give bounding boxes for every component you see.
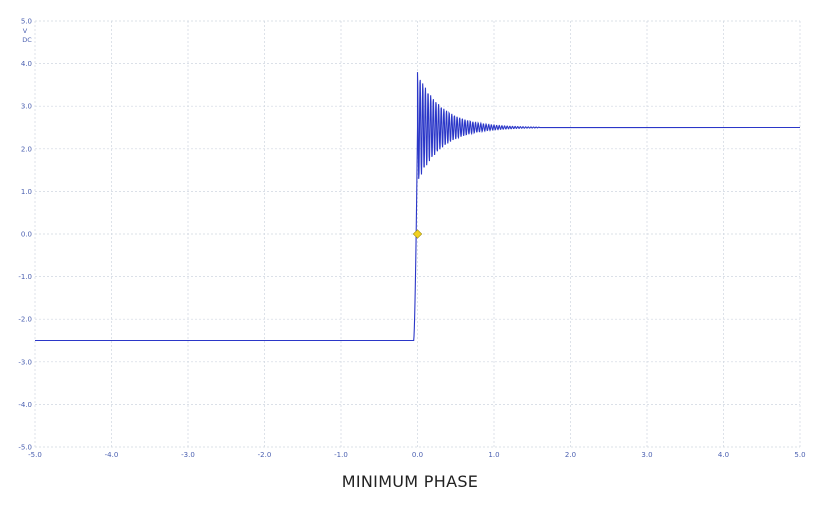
x-tick-label: -5.0 [28,451,42,459]
x-tick-label: 2.0 [565,451,576,459]
y-tick-label: 2.0 [21,145,32,153]
unit-label-v: V [23,27,28,35]
figure-caption: MINIMUM PHASE [341,472,479,491]
x-tick-label: 0.0 [412,451,423,459]
y-tick-label: -2.0 [18,316,32,324]
y-tick-label: -5.0 [18,444,32,452]
x-tick-label: 5.0 [794,451,805,459]
tick-labels: -5.0 -4.0 -3.0 -2.0 -1.0 0.0 1.0 2.0 3.0 4.0 5.0 5.… [18,18,805,460]
step-response-line [35,72,801,342]
y-tick-label: 4.0 [21,60,32,68]
y-tick-label: -1.0 [18,273,32,281]
y-tick-label: 1.0 [21,188,32,196]
y-tick-label: 0.0 [21,231,32,239]
x-tick-label: 1.0 [488,451,499,459]
x-tick-label: 4.0 [718,451,729,459]
plot-area: -5.0 -4.0 -3.0 -2.0 -1.0 0.0 1.0 2.0 3.0 4.0 5.0 5.… [18,18,805,460]
unit-label-dc: DC [22,36,32,44]
x-tick-label: -3.0 [181,451,195,459]
x-tick-label: -4.0 [105,451,119,459]
x-tick-label: -2.0 [258,451,272,459]
grid [34,20,801,448]
y-tick-label: -3.0 [18,358,32,366]
x-tick-label: -1.0 [334,451,348,459]
origin-marker [412,229,423,239]
y-tick-label: 5.0 [21,18,32,26]
y-tick-label: -4.0 [18,401,32,409]
unit-labels: V DC [22,27,32,44]
x-tick-label: 3.0 [641,451,652,459]
y-tick-label: 3.0 [21,103,32,111]
